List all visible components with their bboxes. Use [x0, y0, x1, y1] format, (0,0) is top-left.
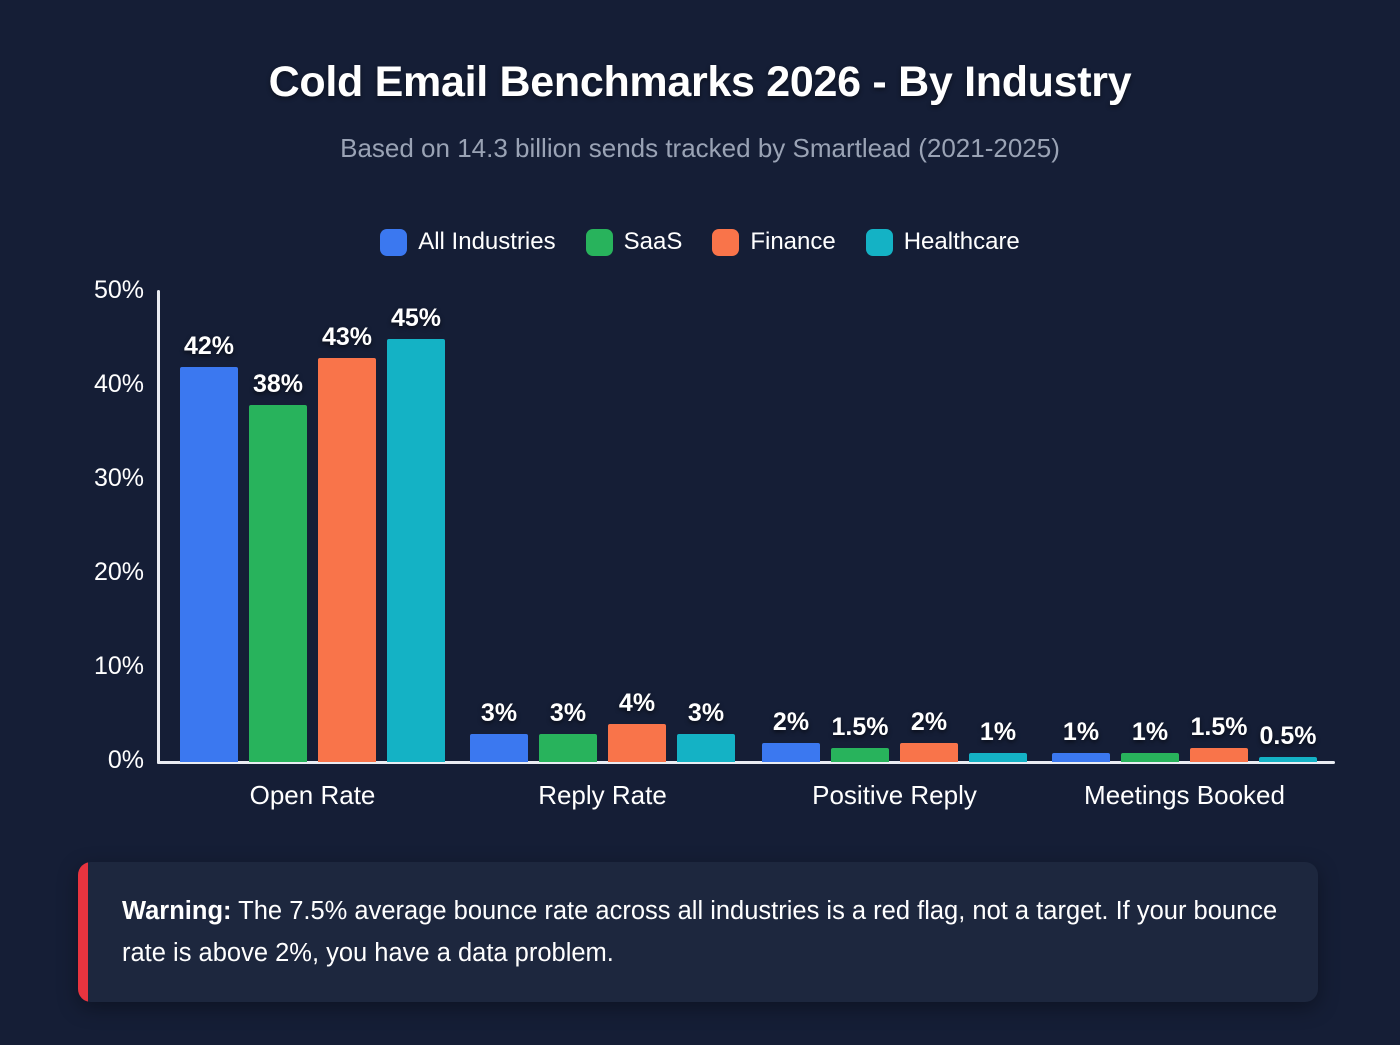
- bar-group-bars: 1% 1% 1.5% 0.5%: [1052, 292, 1317, 762]
- bar-group: 2% 1.5% 2% 1%: [762, 292, 1027, 762]
- x-axis-category-label: Positive Reply: [812, 780, 977, 810]
- bar-value-label: 1.5%: [1190, 712, 1248, 741]
- legend-label: Finance: [750, 228, 836, 255]
- bar-value-label: 3%: [549, 698, 587, 727]
- warning-accent-bar: [78, 862, 88, 1002]
- x-axis-category-label: Open Rate: [249, 780, 376, 810]
- chart-legend: All Industries SaaS Finance Healthcare: [0, 228, 1400, 256]
- bar-value-label: 42%: [183, 332, 235, 361]
- bar[interactable]: [900, 743, 958, 762]
- bar-value-label: 3%: [687, 698, 725, 727]
- y-axis-tick-label: 50%: [93, 276, 144, 304]
- bar-value-label: 45%: [390, 304, 442, 332]
- bar-value-label: 1.5%: [831, 712, 889, 741]
- bar-value-label: 2%: [772, 708, 810, 737]
- bar-group: 3% 3% 4% 3%: [470, 292, 735, 762]
- bar[interactable]: [1121, 752, 1179, 762]
- bar-group-bars: 42% 38% 43% 45%: [180, 292, 445, 762]
- bar-group-bars: 3% 3% 4% 3%: [470, 292, 735, 762]
- bar[interactable]: [608, 724, 666, 762]
- bar-value-label: 1%: [1062, 717, 1100, 746]
- bar-value-label: 2%: [910, 708, 948, 737]
- x-axis-category-label: Meetings Booked: [1084, 780, 1285, 810]
- legend-swatch-icon: [380, 228, 408, 256]
- x-axis-category-label: Reply Rate: [538, 780, 667, 810]
- bar[interactable]: [539, 733, 597, 762]
- bar-group: 42% 38% 43% 45%: [180, 292, 445, 762]
- bar[interactable]: [249, 404, 307, 762]
- y-axis-tick-label: 0%: [107, 746, 144, 774]
- bar-value-label: 1%: [979, 717, 1017, 746]
- bar[interactable]: [1052, 752, 1110, 762]
- legend-label: All Industries: [418, 228, 556, 255]
- bar[interactable]: [762, 743, 820, 762]
- bar[interactable]: [1190, 747, 1248, 762]
- page-title: Cold Email Benchmarks 2026 - By Industry: [268, 58, 1132, 106]
- warning-label: Warning:: [122, 897, 232, 925]
- x-axis-line: [157, 761, 1335, 764]
- legend-item-saas[interactable]: SaaS: [585, 228, 683, 256]
- warning-text: Warning: The 7.5% average bounce rate ac…: [122, 890, 1282, 974]
- legend-item-finance[interactable]: Finance: [712, 228, 836, 256]
- legend-label: SaaS: [623, 228, 683, 255]
- bar-value-label: 1%: [1131, 717, 1169, 746]
- bar[interactable]: [969, 752, 1027, 762]
- legend-item-healthcare[interactable]: Healthcare: [865, 228, 1020, 256]
- bar[interactable]: [1259, 757, 1317, 762]
- bar[interactable]: [677, 733, 735, 762]
- bar[interactable]: [470, 733, 528, 762]
- y-axis-tick-label: 30%: [93, 464, 144, 492]
- bar[interactable]: [180, 367, 238, 762]
- legend-swatch-icon: [712, 228, 740, 256]
- y-axis-tick-label: 10%: [93, 652, 144, 680]
- bar-value-label: 38%: [252, 369, 304, 398]
- y-axis-line: [157, 290, 160, 764]
- bar-group-bars: 2% 1.5% 2% 1%: [762, 292, 1027, 762]
- bar[interactable]: [318, 357, 376, 762]
- legend-label: Healthcare: [903, 228, 1020, 255]
- warning-body: The 7.5% average bounce rate across all …: [122, 897, 1278, 967]
- warning-callout: Warning: The 7.5% average bounce rate ac…: [78, 862, 1318, 1002]
- y-axis-tick-label: 20%: [93, 558, 144, 586]
- bar-value-label: 0.5%: [1259, 722, 1317, 751]
- page-subtitle: Based on 14.3 billion sends tracked by S…: [340, 133, 1060, 163]
- y-axis-tick-label: 40%: [93, 370, 144, 398]
- bar-value-label: 3%: [480, 698, 518, 727]
- bar-value-label: 43%: [321, 322, 373, 351]
- bar[interactable]: [387, 339, 445, 762]
- bar[interactable]: [831, 747, 889, 762]
- legend-item-all-industries[interactable]: All Industries: [380, 228, 556, 256]
- bar-value-label: 4%: [618, 689, 656, 718]
- legend-swatch-icon: [585, 228, 613, 256]
- legend-swatch-icon: [865, 228, 893, 256]
- bar-group: 1% 1% 1.5% 0.5%: [1052, 292, 1317, 762]
